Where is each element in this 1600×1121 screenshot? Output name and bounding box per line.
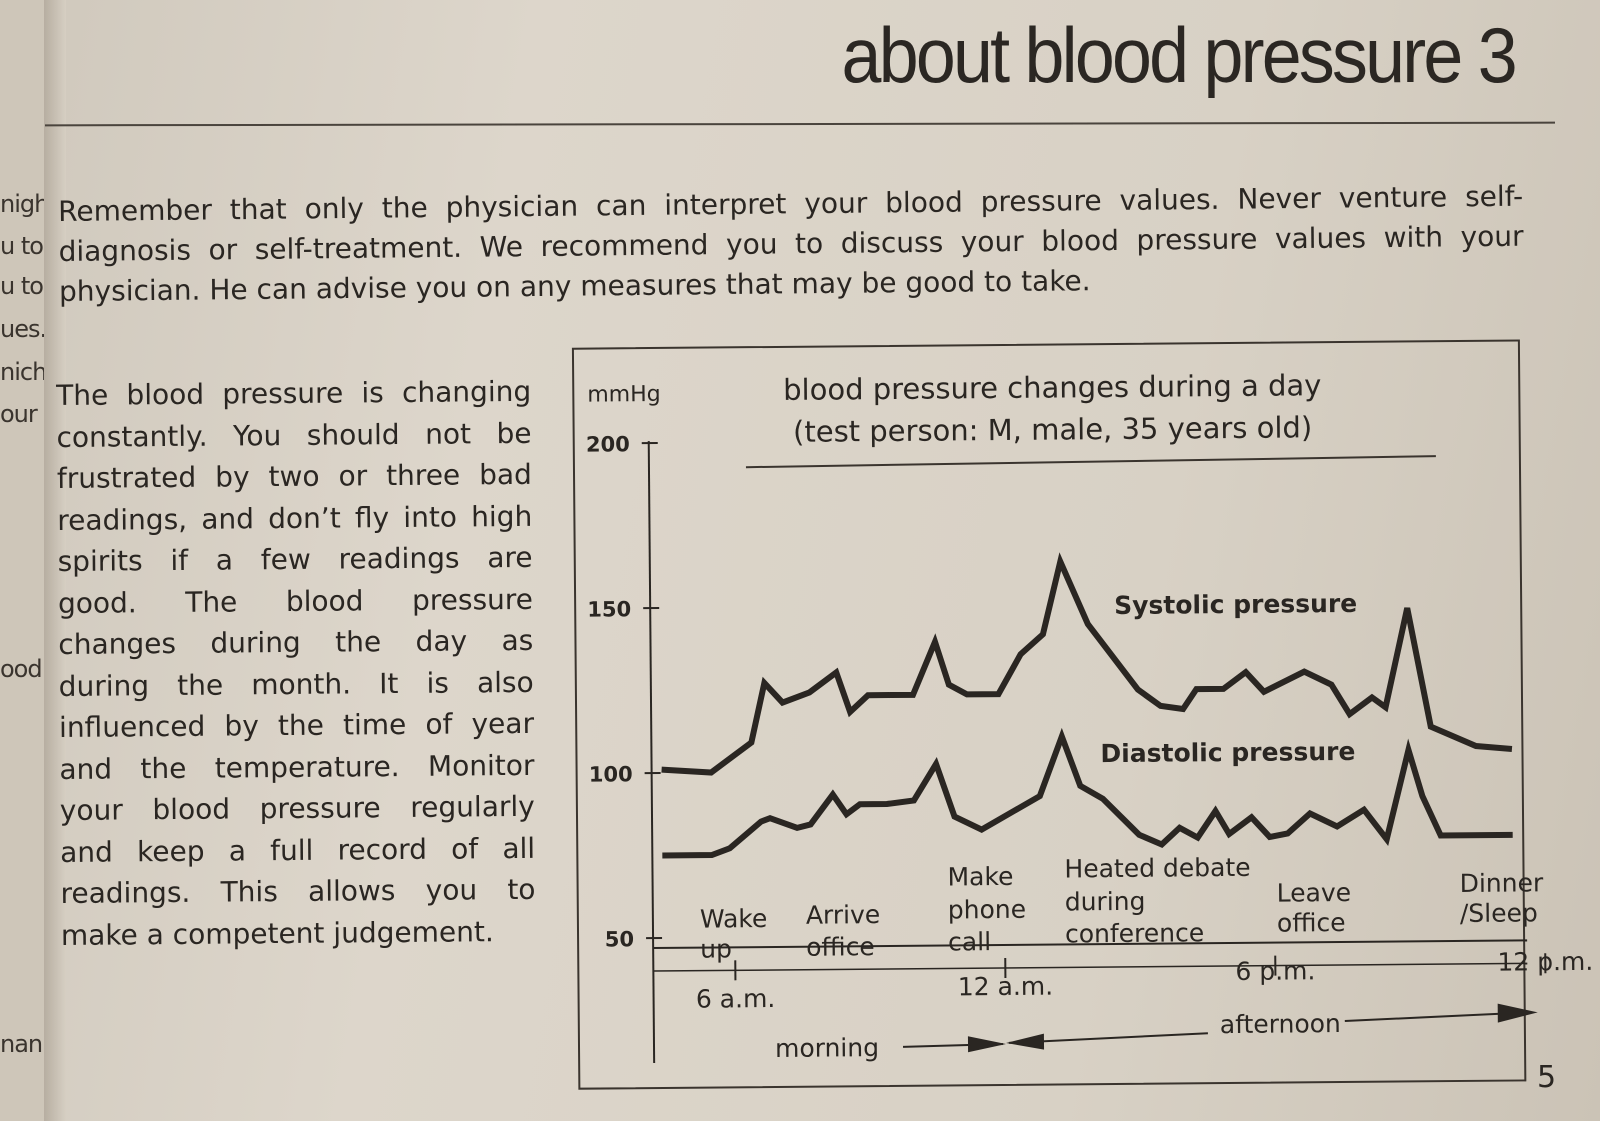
event-labels: Wake up Arrive office Make phone call Heated… (700, 853, 1544, 964)
event-wake-up: Wake up (700, 904, 768, 964)
fragment-text: u to (0, 272, 44, 300)
fragment-text: nan (0, 1030, 43, 1058)
x-tick-label: 12 a.m. (958, 972, 1054, 1002)
y-tick-label: 50 (605, 927, 634, 951)
event-dinner-sleep: Dinner/Sleep (1459, 868, 1544, 928)
fragment-text: our (0, 400, 38, 428)
y-axis (647, 441, 656, 1064)
fragment-text: nigh (0, 190, 49, 218)
event-leave-office: Leave office (1277, 878, 1352, 938)
afternoon-arrow-line-left (1008, 1032, 1208, 1044)
page-title: about blood pressure 3 (841, 11, 1518, 99)
previous-page-edge: nigh u to u to ues. nich our ood nan (0, 0, 49, 1121)
event-phone-call: Make phone call (947, 862, 1026, 957)
x-axis (653, 939, 1528, 950)
fragment-text: nich (0, 358, 47, 386)
time-axis (653, 962, 1528, 972)
fragment-text: u to (0, 232, 44, 260)
x-tick-label: 6 p.m. (1235, 956, 1315, 986)
afternoon-arrow-head-icon (1497, 1003, 1538, 1023)
period-morning: morning (775, 1033, 879, 1063)
afternoon-arrow-line-right (1344, 1012, 1503, 1023)
y-axis-label: mmHg (587, 382, 661, 408)
event-arrive-office: Arrive office (806, 900, 881, 962)
page-number: 5 (1537, 1060, 1557, 1095)
chart-frame (571, 339, 1527, 1090)
x-tick-label: 6 a.m. (696, 984, 776, 1014)
book-gutter (44, 0, 66, 1121)
fragment-text: ues. (0, 315, 47, 343)
title-underline (745, 455, 1436, 469)
morning-arrow-head-icon (967, 1036, 1007, 1053)
fragment-text: ood (0, 655, 43, 683)
systolic-line (661, 552, 1513, 776)
x-tick-label: 12 p.m. (1497, 947, 1593, 977)
series-label-systolic: Systolic pressure (1114, 589, 1357, 620)
y-tick-label: 150 (587, 597, 631, 621)
series-label-diastolic: Diastolic pressure (1100, 737, 1355, 768)
period-afternoon: afternoon (1220, 1009, 1341, 1039)
y-tick-label: 100 (589, 762, 633, 786)
event-heated-debate: Heated debate during conference (1064, 853, 1251, 949)
diastolic-line (662, 727, 1513, 859)
chart-title: blood pressure changes during a day (783, 368, 1321, 407)
y-tick-label: 200 (586, 432, 630, 456)
chart-subtitle: (test person: M, male, 35 years old) (793, 410, 1312, 449)
